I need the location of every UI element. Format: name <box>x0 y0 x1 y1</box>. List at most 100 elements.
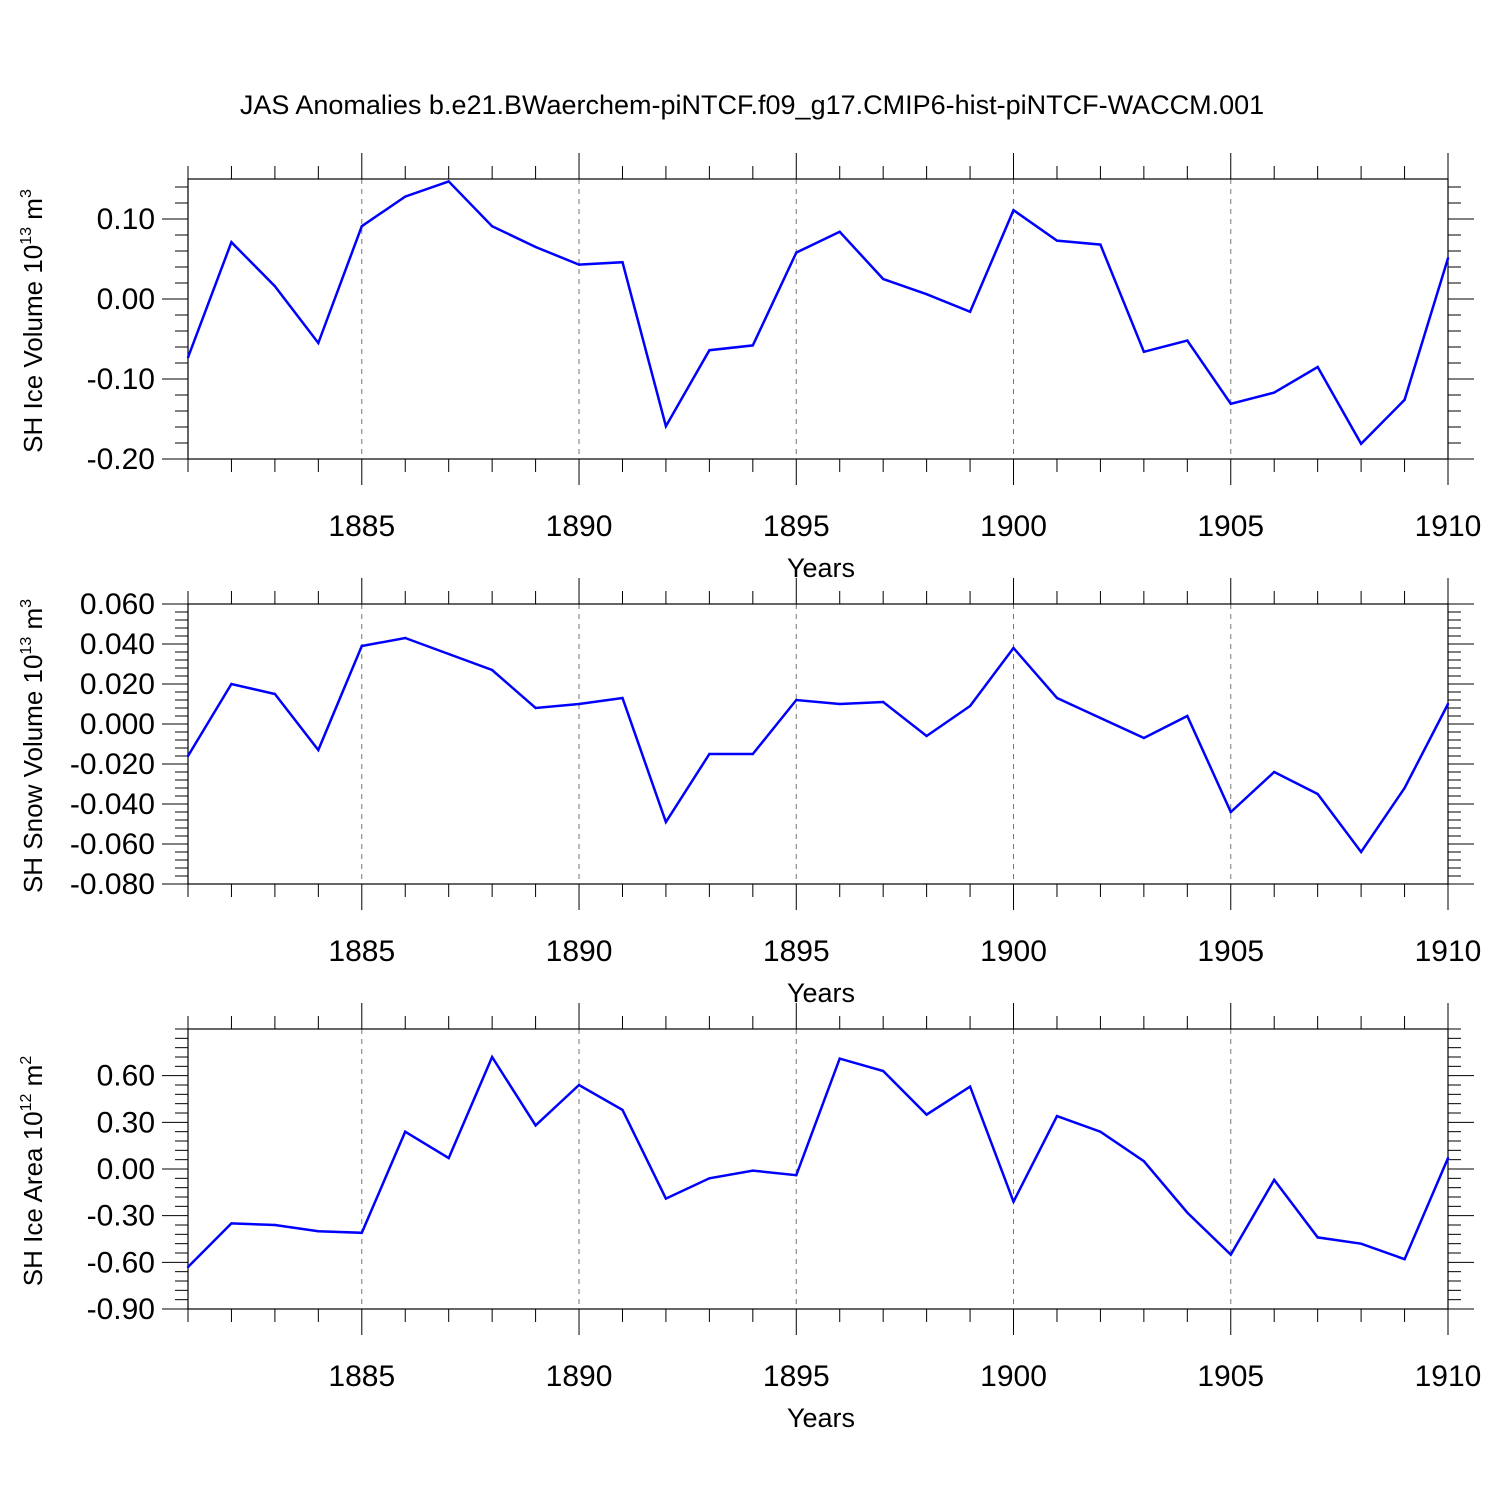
data-point <box>186 356 190 359</box>
data-point <box>1316 792 1319 796</box>
data-point <box>230 241 233 244</box>
y-axis-title: SH Ice Area 1012 m2 <box>18 1056 48 1287</box>
x-tick-label: 1900 <box>980 510 1047 543</box>
data-point <box>1186 339 1189 342</box>
data-point <box>1446 1156 1450 1160</box>
x-tick-label: 1905 <box>1197 935 1264 968</box>
y-axis-title-part: m <box>18 608 48 637</box>
plot-frame <box>187 1028 1449 1310</box>
y-tick-label: -0.10 <box>87 363 155 396</box>
data-point <box>925 293 928 296</box>
data-point <box>838 230 841 233</box>
y-tick-label: 0.020 <box>80 668 155 701</box>
y-axis-title-part: SH Snow Volume 10 <box>18 655 48 893</box>
data-point <box>490 668 494 672</box>
data-point <box>577 702 581 706</box>
panel-3: -0.90 -0.60 -0.30 0.00 0.30 0.60 1885 1890 1895 1… <box>18 1003 1481 1433</box>
data-point <box>795 251 798 254</box>
data-point <box>621 261 624 264</box>
data-point <box>708 752 711 756</box>
data-point <box>795 698 798 702</box>
y-tick-label: -0.30 <box>87 1200 155 1233</box>
data-point <box>447 1156 450 1160</box>
y-axis-title-part: SH Ice Area 10 <box>18 1111 48 1286</box>
y-tick-label: 0.00 <box>97 1153 155 1186</box>
x-tick-label: 1900 <box>980 1360 1047 1393</box>
data-point <box>1446 702 1450 706</box>
data-point <box>708 1177 711 1180</box>
y-tick-label: 0.60 <box>97 1060 155 1093</box>
y-axis-title: SH Ice Volume 1013 m3 <box>18 189 48 453</box>
data-point <box>273 692 277 696</box>
data-point <box>1359 442 1363 445</box>
y-axis-title: SH Snow Volume 1013 m3 <box>18 599 48 893</box>
data-point <box>1099 716 1102 720</box>
panel-1: -0.20 -0.10 0.00 0.10 1885 1890 1895 1900 1905 19… <box>18 153 1481 583</box>
y-tick-label: 0.000 <box>80 708 155 741</box>
data-point <box>490 1055 494 1059</box>
panel-2: -0.080 -0.060 -0.040 -0.020 0.000 0.020 0.040 0… <box>18 578 1481 1008</box>
y-axis-title-superscript: 13 <box>18 637 35 655</box>
y-axis-title-part: m <box>18 198 48 227</box>
x-axis-title: Years <box>787 1403 855 1433</box>
x-tick-label: 1890 <box>546 935 613 968</box>
x-tick-label: 1900 <box>980 935 1047 968</box>
data-point <box>1055 696 1059 700</box>
x-tick-label: 1910 <box>1415 935 1482 968</box>
y-axis-title-superscript: 3 <box>18 189 35 198</box>
data-point <box>1142 350 1146 353</box>
data-point <box>1012 646 1015 650</box>
data-point <box>577 1083 581 1087</box>
data-point <box>1099 1130 1102 1133</box>
data-point <box>1273 1178 1276 1182</box>
y-tick-label: -0.040 <box>70 788 155 821</box>
data-point <box>1403 398 1406 401</box>
data-point <box>1403 1258 1406 1261</box>
data-point <box>968 704 972 708</box>
data-point <box>881 1069 885 1073</box>
data-point <box>317 748 320 752</box>
y-axis-title-superscript: 13 <box>18 227 35 245</box>
y-tick-label: -0.20 <box>87 443 155 476</box>
x-tick-label: 1890 <box>546 510 613 543</box>
data-point <box>1403 786 1406 790</box>
data-point <box>360 225 363 228</box>
y-tick-label: 0.060 <box>80 588 155 621</box>
data-point <box>664 820 668 824</box>
data-point <box>273 285 277 288</box>
data-point <box>534 245 537 249</box>
figure-title: JAS Anomalies b.e21.BWaerchem-piNTCF.f09… <box>240 90 1264 120</box>
data-point <box>1186 1211 1189 1214</box>
x-tick-label: 1885 <box>328 510 395 543</box>
data-point <box>230 1222 233 1225</box>
y-tick-label: 0.10 <box>97 203 155 236</box>
data-point <box>1142 736 1146 740</box>
plot-frame <box>187 178 1449 460</box>
data-point <box>751 752 755 756</box>
data-point <box>186 754 190 758</box>
data-point <box>1273 391 1276 394</box>
data-point <box>1099 243 1102 246</box>
data-point <box>925 734 928 738</box>
data-point <box>1229 1253 1232 1256</box>
data-point <box>838 702 841 706</box>
y-tick-label: -0.060 <box>70 828 155 861</box>
series-line <box>186 636 1450 855</box>
x-tick-label: 1910 <box>1415 1360 1482 1393</box>
x-tick-label: 1910 <box>1415 510 1482 543</box>
x-tick-label: 1895 <box>763 935 830 968</box>
data-point <box>1359 850 1363 854</box>
series-line <box>187 1054 1450 1268</box>
x-tick-label: 1885 <box>328 1360 395 1393</box>
x-axis-title: Years <box>787 978 855 1008</box>
data-point <box>1012 209 1015 212</box>
plot-frame <box>187 603 1449 885</box>
x-tick-label: 1905 <box>1197 1360 1264 1393</box>
data-point <box>968 310 972 313</box>
y-axis-title-superscript: 3 <box>18 599 35 608</box>
y-tick-label: 0.00 <box>97 283 155 316</box>
data-point <box>1055 239 1059 242</box>
data-point <box>273 1223 277 1227</box>
data-point <box>795 1174 798 1177</box>
